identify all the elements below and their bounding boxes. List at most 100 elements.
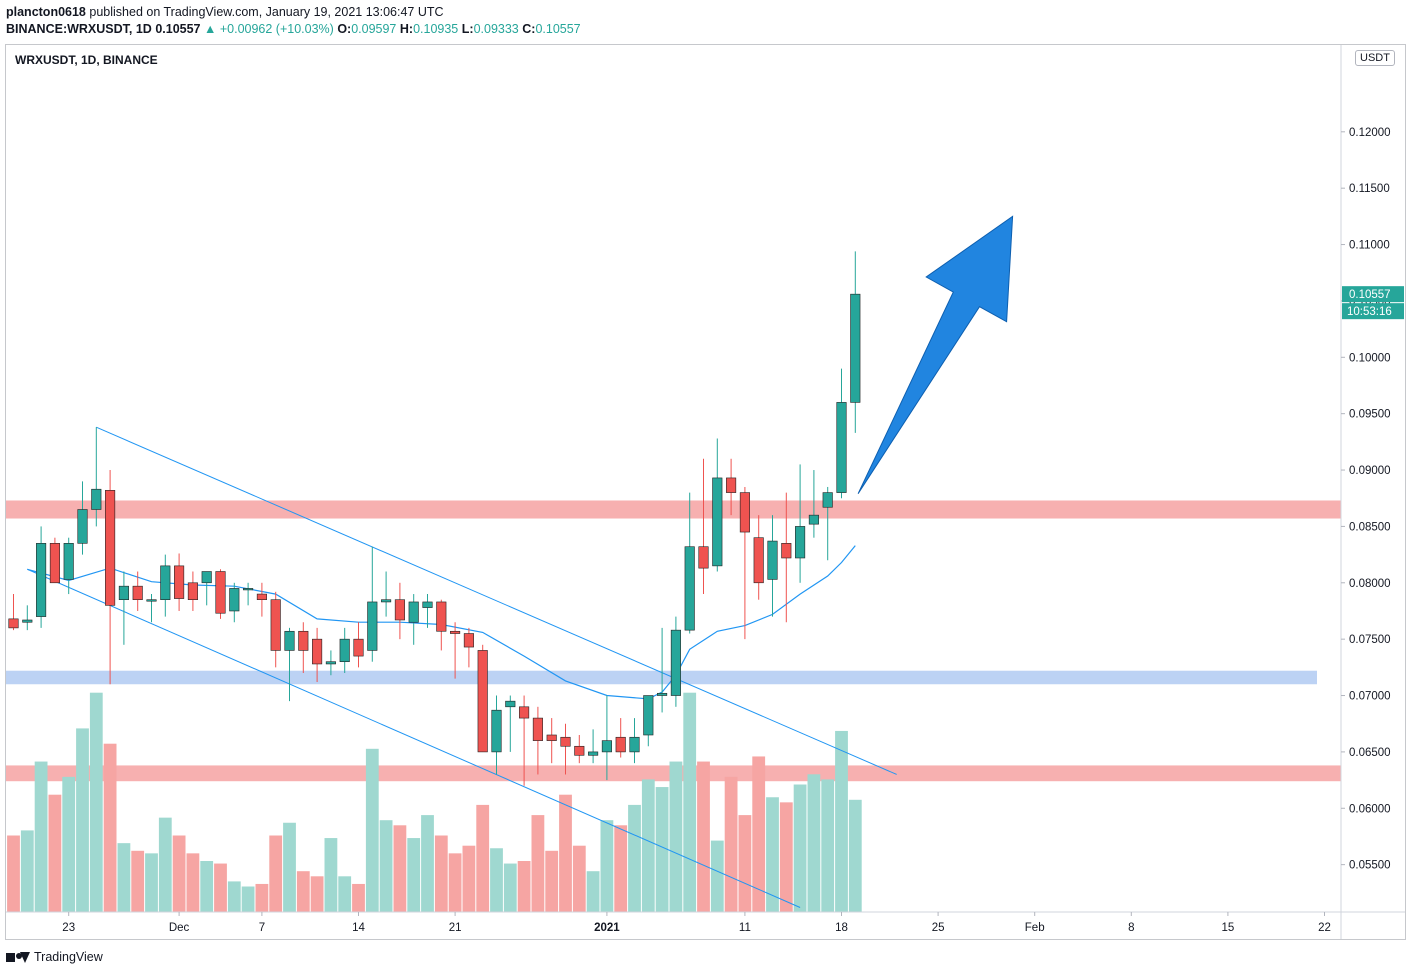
candle — [532, 706, 543, 775]
candle — [684, 492, 695, 634]
candle — [132, 571, 143, 611]
candle-body — [325, 661, 336, 665]
bullish-arrow — [857, 215, 1014, 494]
time-tick-label: 7 — [259, 922, 265, 934]
candle-body — [684, 546, 695, 631]
candle-body — [187, 582, 198, 600]
publish-info: plancton0618 published on TradingView.co… — [6, 5, 444, 19]
volume-bar — [476, 804, 490, 912]
volume-bar — [214, 863, 227, 912]
volume-bar — [545, 850, 559, 912]
candle-body — [132, 585, 143, 600]
high-label: H: — [399, 22, 414, 36]
volume-bar — [531, 815, 545, 912]
volume-bar — [227, 881, 241, 912]
price-tick-label: 0.11000 — [1349, 240, 1390, 252]
candle — [670, 616, 681, 707]
candle — [795, 464, 806, 583]
high-value: 0.10935 — [413, 22, 459, 36]
candle — [312, 627, 323, 683]
candle-body — [22, 619, 33, 623]
currency-unit-button[interactable]: USDT — [1355, 50, 1395, 66]
candle-body — [146, 599, 157, 602]
candle-body — [491, 709, 502, 753]
footer-brand[interactable]: TradingView — [6, 950, 103, 964]
time-tick-label: Feb — [1025, 922, 1045, 934]
candle — [560, 723, 571, 775]
publisher-name[interactable]: plancton0618 — [6, 5, 86, 19]
volume-bar — [490, 848, 503, 912]
candle-body — [670, 629, 681, 696]
candle — [243, 582, 254, 606]
volume-bar — [586, 871, 600, 912]
candle-body — [160, 565, 171, 600]
volume-bar — [697, 761, 710, 912]
price-change: ▲ +0.00962 (+10.03%) — [204, 22, 334, 36]
channel-line — [96, 426, 897, 775]
last-price: 0.10557 — [155, 22, 201, 36]
time-tick-label: 8 — [1128, 922, 1134, 934]
volume-bar — [324, 838, 338, 912]
volume-bar — [379, 820, 393, 912]
candle — [436, 599, 447, 651]
volume-bar — [600, 820, 614, 912]
candle — [753, 515, 764, 600]
candle-body — [739, 492, 750, 533]
candle-body — [367, 601, 378, 651]
candle-body — [767, 540, 778, 580]
volume-bar — [172, 835, 186, 912]
last-price-label: 0.10557 — [1349, 289, 1391, 301]
candle — [546, 718, 557, 764]
candle — [657, 627, 668, 713]
volume-bar — [76, 728, 89, 912]
candle-body — [49, 543, 60, 584]
volume-bar — [365, 748, 379, 912]
low-value: 0.09333 — [473, 22, 519, 36]
candle-body — [808, 514, 819, 525]
candle-body — [298, 630, 309, 651]
candle-body — [450, 630, 461, 634]
volume-bar — [103, 743, 117, 912]
candle — [836, 368, 847, 499]
volume-bar — [559, 794, 572, 912]
time-tick-label: 21 — [449, 922, 462, 934]
candle — [284, 627, 295, 702]
candle — [477, 644, 488, 753]
candle-body — [519, 706, 530, 719]
candle-body — [505, 700, 516, 708]
candle-body — [105, 490, 116, 606]
candle-body — [408, 601, 419, 623]
footer-brand-label: TradingView — [34, 950, 103, 964]
candle — [781, 492, 792, 623]
symbol-label: BINANCE:WRXUSDT, 1D — [6, 22, 152, 36]
candle-body — [712, 477, 723, 567]
candle — [381, 571, 392, 617]
candle — [588, 729, 599, 764]
volume-bar — [821, 779, 835, 912]
candle-body — [850, 293, 861, 403]
candle-body — [574, 745, 585, 756]
candle — [822, 486, 833, 561]
candle-body — [560, 736, 571, 747]
candle-body — [657, 692, 668, 696]
volume-bar — [669, 761, 683, 912]
volume-bar — [779, 802, 793, 912]
time-tick-label: 15 — [1222, 922, 1235, 934]
candle-body — [215, 571, 226, 614]
resistance-zone — [6, 500, 1341, 519]
candle — [367, 546, 378, 662]
volume-bar — [131, 850, 145, 912]
volume-bar — [628, 804, 641, 912]
time-tick-label: Dec — [169, 922, 190, 934]
volume-bar — [407, 838, 421, 912]
candle-body — [201, 571, 212, 584]
last-price-box — [1342, 286, 1404, 303]
price-tick-label: 0.09000 — [1349, 465, 1391, 477]
price-tick-label: 0.07000 — [1349, 691, 1391, 703]
candle-body — [546, 734, 557, 741]
candle — [91, 427, 102, 527]
candle-body — [118, 585, 129, 600]
candle-body — [643, 695, 654, 736]
candle-body — [615, 736, 626, 753]
